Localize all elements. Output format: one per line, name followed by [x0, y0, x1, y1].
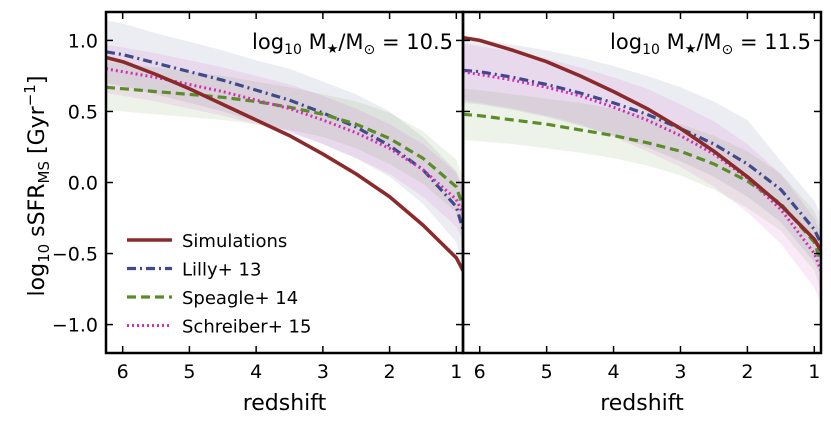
- panel-title: log10 M★/M⊙ = 11.5: [610, 30, 811, 58]
- y-label-end: ]: [25, 76, 50, 85]
- x-tick-label: 1: [450, 361, 462, 383]
- line-schreiber-15: [463, 70, 821, 272]
- y-label-log: log: [25, 263, 50, 297]
- line-lilly-13: [463, 68, 821, 245]
- line-simulations: [106, 55, 463, 272]
- x-tick-label: 5: [183, 361, 195, 383]
- line-speagle-14: [463, 112, 821, 263]
- y-axis-label: log10 sSFRMS [Gyr−1]: [21, 76, 53, 297]
- x-axis-label: redshift: [600, 391, 684, 416]
- y-tick-label: 0.0: [68, 173, 98, 195]
- y-tick-label: −1.0: [52, 315, 98, 337]
- x-tick-label: 5: [541, 361, 553, 383]
- y-label-ms: MS: [35, 161, 53, 183]
- y-tick-label: 1.0: [68, 30, 98, 52]
- panels: 1.0 0.5 0.0 −0.5 −1.0 6 5 4 3 2 1 redshift log10 M★/…: [52, 10, 823, 416]
- x-tick-label: 2: [741, 361, 753, 383]
- y-tick-label: −0.5: [52, 244, 98, 266]
- plot-area: [463, 35, 821, 305]
- y-label-ssfr: sSFR: [25, 183, 50, 243]
- legend-label: Speagle+ 14: [182, 288, 298, 309]
- x-tick-label: 1: [808, 361, 820, 383]
- band-lilly-13: [463, 37, 821, 277]
- x-tick-label: 2: [384, 361, 396, 383]
- panel-1: 1.0 0.5 0.0 −0.5 −1.0 6 5 4 3 2 1 redshift log10 M★/…: [52, 10, 465, 416]
- legend-label: Lilly+ 13: [182, 260, 261, 281]
- panel-title: log10 M★/M⊙ = 10.5: [252, 30, 453, 58]
- line-simulations: [463, 35, 821, 252]
- y-label-sup: −1: [21, 84, 39, 106]
- x-tick-label: 6: [117, 361, 129, 383]
- line-lilly-13: [106, 50, 463, 230]
- band-schreiber-15: [463, 43, 821, 305]
- x-tick-label: 3: [317, 361, 329, 383]
- x-tick-label: 4: [608, 361, 620, 383]
- x-tick-label: 3: [674, 361, 686, 383]
- x-tick-label: 6: [474, 361, 486, 383]
- line-speagle-14: [106, 85, 463, 208]
- legend-label: Simulations: [182, 231, 287, 252]
- line-schreiber-15: [106, 67, 463, 215]
- y-label-sub: 10: [35, 244, 53, 263]
- band-speagle-14: [106, 61, 463, 233]
- y-label-unit: [Gyr: [25, 105, 50, 161]
- legend-label: Schreiber+ 15: [182, 317, 311, 338]
- plot-area: [106, 20, 463, 272]
- x-tick-label: 4: [250, 361, 262, 383]
- band-lilly-13: [106, 20, 463, 268]
- panel-2: 6 5 4 3 2 1 redshift log10 M★/M⊙ = 11.5: [461, 10, 823, 416]
- x-axis-label: redshift: [243, 391, 327, 416]
- band-speagle-14: [463, 88, 821, 291]
- legend: Simulations Lilly+ 13 Speagle+ 14 Schreiber…: [127, 231, 311, 338]
- y-tick-label: 0.5: [68, 101, 98, 123]
